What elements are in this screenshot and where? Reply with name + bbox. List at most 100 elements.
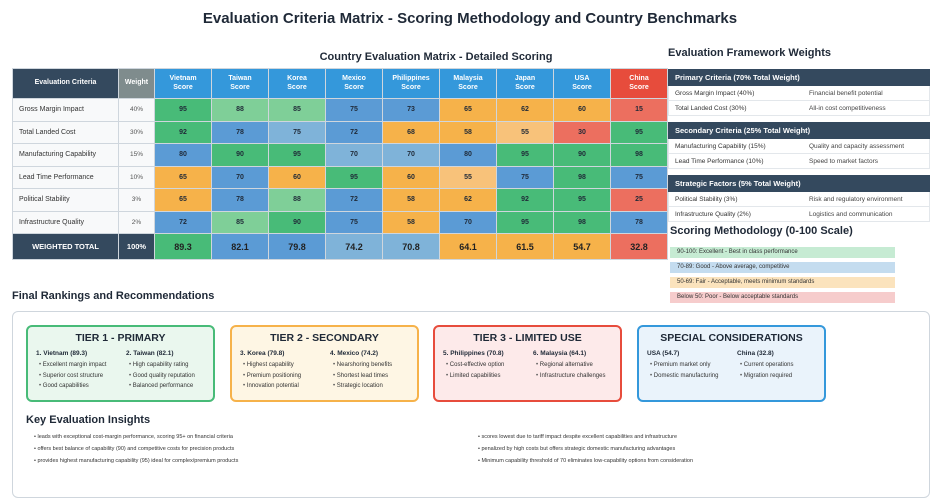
score-cell: 98 [553, 165, 611, 189]
weights-section-title: Strategic Factors (5% Total Weight) [668, 175, 930, 192]
score-cell: 73 [382, 98, 440, 122]
total-score-cell: 61.5 [496, 233, 554, 260]
methodology-band-poor: Below 50: Poor - Below acceptable standa… [670, 292, 895, 303]
criterion-name: Total Landed Cost [12, 120, 119, 144]
tier-country-heading: 5. Philippines (70.8) [443, 350, 504, 357]
criterion-weight: 30% [118, 120, 155, 144]
score-cell: 65 [439, 98, 497, 122]
table-row: Infrastructure Quality 2% 72 85 90 75 58… [12, 210, 668, 234]
tier-1-card: TIER 1 - PRIMARY 1. Vietnam (89.3) Excel… [26, 325, 215, 402]
tier-bullet: Excellent margin impact [36, 360, 124, 371]
header-philippines: Philippines Score [382, 68, 440, 99]
total-score-cell: 64.1 [439, 233, 497, 260]
score-cell: 85 [268, 98, 326, 122]
total-score-cell: 74.2 [325, 233, 383, 260]
methodology-band-fair: 50-69: Fair - Acceptable, meets minimum … [670, 277, 895, 288]
tier-country-heading: 6. Malaysia (64.1) [533, 350, 587, 357]
score-cell: 95 [610, 120, 668, 144]
weights-item-desc: Logistics and communication [809, 211, 893, 218]
score-cell: 98 [610, 143, 668, 167]
criterion-name: Lead Time Performance [12, 165, 119, 189]
score-cell: 72 [154, 210, 212, 234]
score-cell: 95 [496, 210, 554, 234]
tier-country-heading: 1. Vietnam (89.3) [36, 350, 88, 357]
score-cell: 60 [268, 165, 326, 189]
score-cell: 80 [439, 143, 497, 167]
score-cell: 95 [496, 143, 554, 167]
tier-bullet: Premium market only [647, 360, 735, 371]
rankings-title: Final Rankings and Recommendations [12, 290, 215, 302]
criterion-weight: 15% [118, 143, 155, 167]
weighted-total-weight: 100% [118, 233, 155, 260]
score-cell: 78 [211, 120, 269, 144]
score-cell: 60 [553, 98, 611, 122]
score-cell: 62 [496, 98, 554, 122]
score-cell: 62 [439, 188, 497, 212]
weights-item: Manufacturing Capability (15%) Quality an… [668, 139, 930, 154]
tier-bullet: Premium positioning [240, 371, 328, 382]
insight-item: Minimum capability threshold of 70 elimi… [478, 458, 693, 464]
tier-bullet: Domestic manufacturing [647, 371, 735, 382]
tier-column: 1. Vietnam (89.3) Excellent margin impac… [36, 350, 124, 392]
tier-bullet: Regional alternative [533, 360, 621, 371]
weights-item-name: Political Stability (3%) [675, 196, 738, 203]
score-cell: 15 [610, 98, 668, 122]
weights-item-desc: Speed to market factors [809, 158, 879, 165]
tier-bullet: Balanced performance [126, 381, 214, 392]
score-cell: 65 [154, 165, 212, 189]
tier-column: 5. Philippines (70.8) Cost-effective opt… [443, 350, 531, 381]
header-usa: USA Score [553, 68, 611, 99]
score-cell: 95 [325, 165, 383, 189]
score-cell: 95 [154, 98, 212, 122]
weights-item-name: Gross Margin Impact (40%) [675, 90, 755, 97]
tier-bullet: Good quality reputation [126, 371, 214, 382]
header-vietnam: Vietnam Score [154, 68, 212, 99]
total-score-cell: 54.7 [553, 233, 611, 260]
weights-section-title: Secondary Criteria (25% Total Weight) [668, 122, 930, 139]
criterion-name: Political Stability [12, 188, 119, 212]
header-criteria: Evaluation Criteria [12, 68, 119, 99]
score-cell: 72 [325, 120, 383, 144]
score-cell: 65 [154, 188, 212, 212]
score-cell: 70 [211, 165, 269, 189]
header-mexico: Mexico Score [325, 68, 383, 99]
tier-column: 6. Malaysia (64.1) Regional alternative … [533, 350, 621, 381]
special-considerations-card: SPECIAL CONSIDERATIONS USA (54.7) Premiu… [637, 325, 826, 402]
criterion-name: Gross Margin Impact [12, 98, 119, 122]
score-cell: 88 [268, 188, 326, 212]
score-cell: 90 [268, 210, 326, 234]
weights-item: Total Landed Cost (30%) All-in cost compe… [668, 101, 930, 116]
header-malaysia: Malaysia Score [439, 68, 497, 99]
tier-title: TIER 1 - PRIMARY [75, 332, 166, 344]
score-cell: 60 [382, 165, 440, 189]
score-cell: 78 [610, 210, 668, 234]
weights-item-desc: Quality and capacity assessment [809, 143, 905, 150]
weights-section-title: Primary Criteria (70% Total Weight) [668, 69, 930, 86]
score-cell: 90 [211, 143, 269, 167]
score-cell: 75 [325, 210, 383, 234]
criterion-name: Infrastructure Quality [12, 210, 119, 234]
methodology-band-excellent: 90-100: Excellent - Best in class perfor… [670, 247, 895, 258]
tier-country-heading: 4. Mexico (74.2) [330, 350, 379, 357]
weights-item-desc: Financial benefit potential [809, 90, 883, 97]
header-japan: Japan Score [496, 68, 554, 99]
tier-country-heading: 2. Taiwan (82.1) [126, 350, 174, 357]
score-cell: 58 [439, 120, 497, 144]
tier-bullet: Migration required [737, 371, 825, 382]
weights-item-name: Manufacturing Capability (15%) [675, 143, 766, 150]
page-title: Evaluation Criteria Matrix - Scoring Met… [202, 10, 738, 27]
total-score-cell: 32.8 [610, 233, 668, 260]
tier-column: 3. Korea (79.8) Highest capability Premi… [240, 350, 328, 392]
header-china: China Score [610, 68, 668, 99]
score-cell: 72 [325, 188, 383, 212]
methodology-band-good: 70-89: Good - Above average, competitive [670, 262, 895, 273]
weights-item-desc: All-in cost competitiveness [809, 105, 886, 112]
weights-item: Political Stability (3%) Risk and regulat… [668, 192, 930, 207]
score-cell: 75 [325, 98, 383, 122]
score-cell: 98 [553, 210, 611, 234]
weights-item-name: Infrastructure Quality (2%) [675, 211, 751, 218]
score-cell: 70 [382, 143, 440, 167]
score-cell: 58 [382, 188, 440, 212]
weights-item: Infrastructure Quality (2%) Logistics and… [668, 207, 930, 222]
insight-item: offers best balance of capability (90) a… [34, 446, 234, 452]
